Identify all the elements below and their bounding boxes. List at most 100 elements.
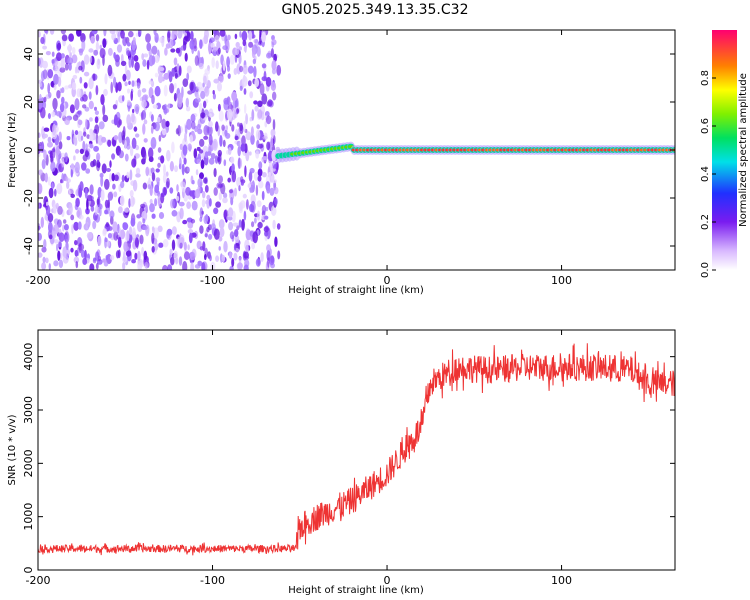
noise-blob: [221, 124, 225, 131]
noise-blob: [169, 161, 174, 172]
noise-blob: [78, 243, 85, 251]
noise-blob: [83, 131, 87, 137]
noise-blob: [160, 193, 165, 204]
noise-blob: [38, 132, 41, 138]
noise-blob: [85, 208, 90, 215]
noise-blob: [167, 103, 171, 110]
noise-blob: [166, 177, 170, 188]
noise-blob: [180, 45, 187, 51]
noise-blob: [274, 236, 278, 248]
snr-x-label: Height of straight line (km): [288, 585, 424, 596]
noise-blob: [186, 201, 192, 209]
noise-blob: [75, 197, 80, 208]
noise-blob: [122, 73, 127, 82]
noise-blob: [222, 60, 226, 72]
noise-blob: [113, 52, 116, 59]
noise-blob: [242, 75, 248, 87]
noise-blob: [89, 117, 93, 122]
noise-blob: [256, 46, 261, 57]
noise-blob: [183, 157, 187, 165]
noise-blob: [48, 187, 54, 199]
chart-title: GN05.2025.349.13.35.C32: [282, 2, 469, 18]
noise-blob: [215, 121, 219, 132]
noise-blob: [244, 103, 247, 114]
noise-blob: [60, 58, 65, 69]
noise-blob: [143, 150, 147, 162]
noise-blob: [92, 73, 96, 82]
noise-blob: [128, 226, 133, 235]
noise-blob: [239, 200, 246, 209]
noise-blob: [107, 226, 113, 231]
noise-blob: [74, 98, 80, 111]
noise-blob: [102, 258, 107, 263]
noise-blob: [64, 176, 69, 182]
noise-blob: [249, 167, 255, 174]
noise-blob: [158, 242, 164, 248]
noise-blob: [191, 180, 195, 185]
noise-blob: [194, 264, 201, 269]
noise-blob: [223, 192, 228, 199]
noise-blob: [90, 205, 95, 212]
noise-blob: [273, 134, 276, 145]
noise-blob: [269, 187, 275, 196]
noise-blob: [78, 110, 83, 116]
spectrogram-xtick-label: 0: [384, 274, 391, 287]
noise-blob: [184, 52, 188, 62]
noise-blob: [250, 126, 254, 137]
noise-blob: [62, 255, 69, 264]
noise-blob: [190, 113, 196, 123]
colorbar-gradient: [712, 30, 737, 270]
noise-blob: [76, 88, 82, 98]
noise-blob: [63, 224, 69, 231]
noise-blob: [185, 97, 189, 108]
noise-blob: [210, 42, 215, 48]
noise-blob: [187, 244, 190, 251]
noise-blob: [183, 194, 188, 202]
noise-blob: [189, 251, 196, 261]
noise-blob: [150, 137, 157, 149]
noise-blob: [212, 30, 218, 35]
noise-blob: [76, 30, 82, 37]
noise-blob: [49, 30, 55, 35]
noise-blob: [60, 53, 65, 59]
noise-blob: [122, 222, 129, 231]
noise-blob: [186, 65, 192, 74]
noise-blob: [41, 262, 47, 270]
noise-blob: [133, 126, 138, 132]
noise-blob: [154, 32, 159, 44]
noise-blob: [261, 31, 267, 43]
noise-blob: [182, 144, 188, 156]
noise-blob: [173, 57, 178, 66]
noise-blob: [83, 54, 90, 65]
noise-blob: [268, 162, 274, 167]
snr-ytick-label: 4000: [22, 343, 35, 371]
noise-blob: [239, 124, 244, 135]
noise-blob: [272, 219, 276, 230]
noise-blob: [151, 246, 155, 253]
noise-blob: [250, 134, 255, 145]
noise-blob: [270, 205, 277, 216]
noise-blob: [84, 106, 90, 112]
noise-blob: [190, 262, 194, 270]
noise-blob: [208, 134, 213, 146]
colorbar-tick-label: 0.4: [700, 166, 711, 182]
noise-blob: [86, 232, 93, 240]
noise-blob: [157, 162, 161, 168]
noise-blob: [132, 36, 136, 46]
noise-blob: [224, 129, 228, 137]
noise-blob: [212, 93, 216, 100]
noise-blob: [175, 195, 180, 202]
noise-blob: [203, 100, 207, 109]
noise-blob: [216, 49, 220, 56]
noise-blob: [42, 133, 49, 138]
noise-blob: [267, 257, 270, 268]
noise-blob: [194, 55, 199, 66]
noise-blob: [171, 239, 176, 251]
noise-blob: [49, 150, 53, 159]
noise-blob: [215, 201, 222, 208]
noise-blob: [248, 41, 254, 48]
noise-blob: [53, 260, 59, 267]
noise-blob: [78, 65, 83, 71]
noise-blob: [65, 242, 69, 251]
noise-blob: [67, 57, 74, 65]
